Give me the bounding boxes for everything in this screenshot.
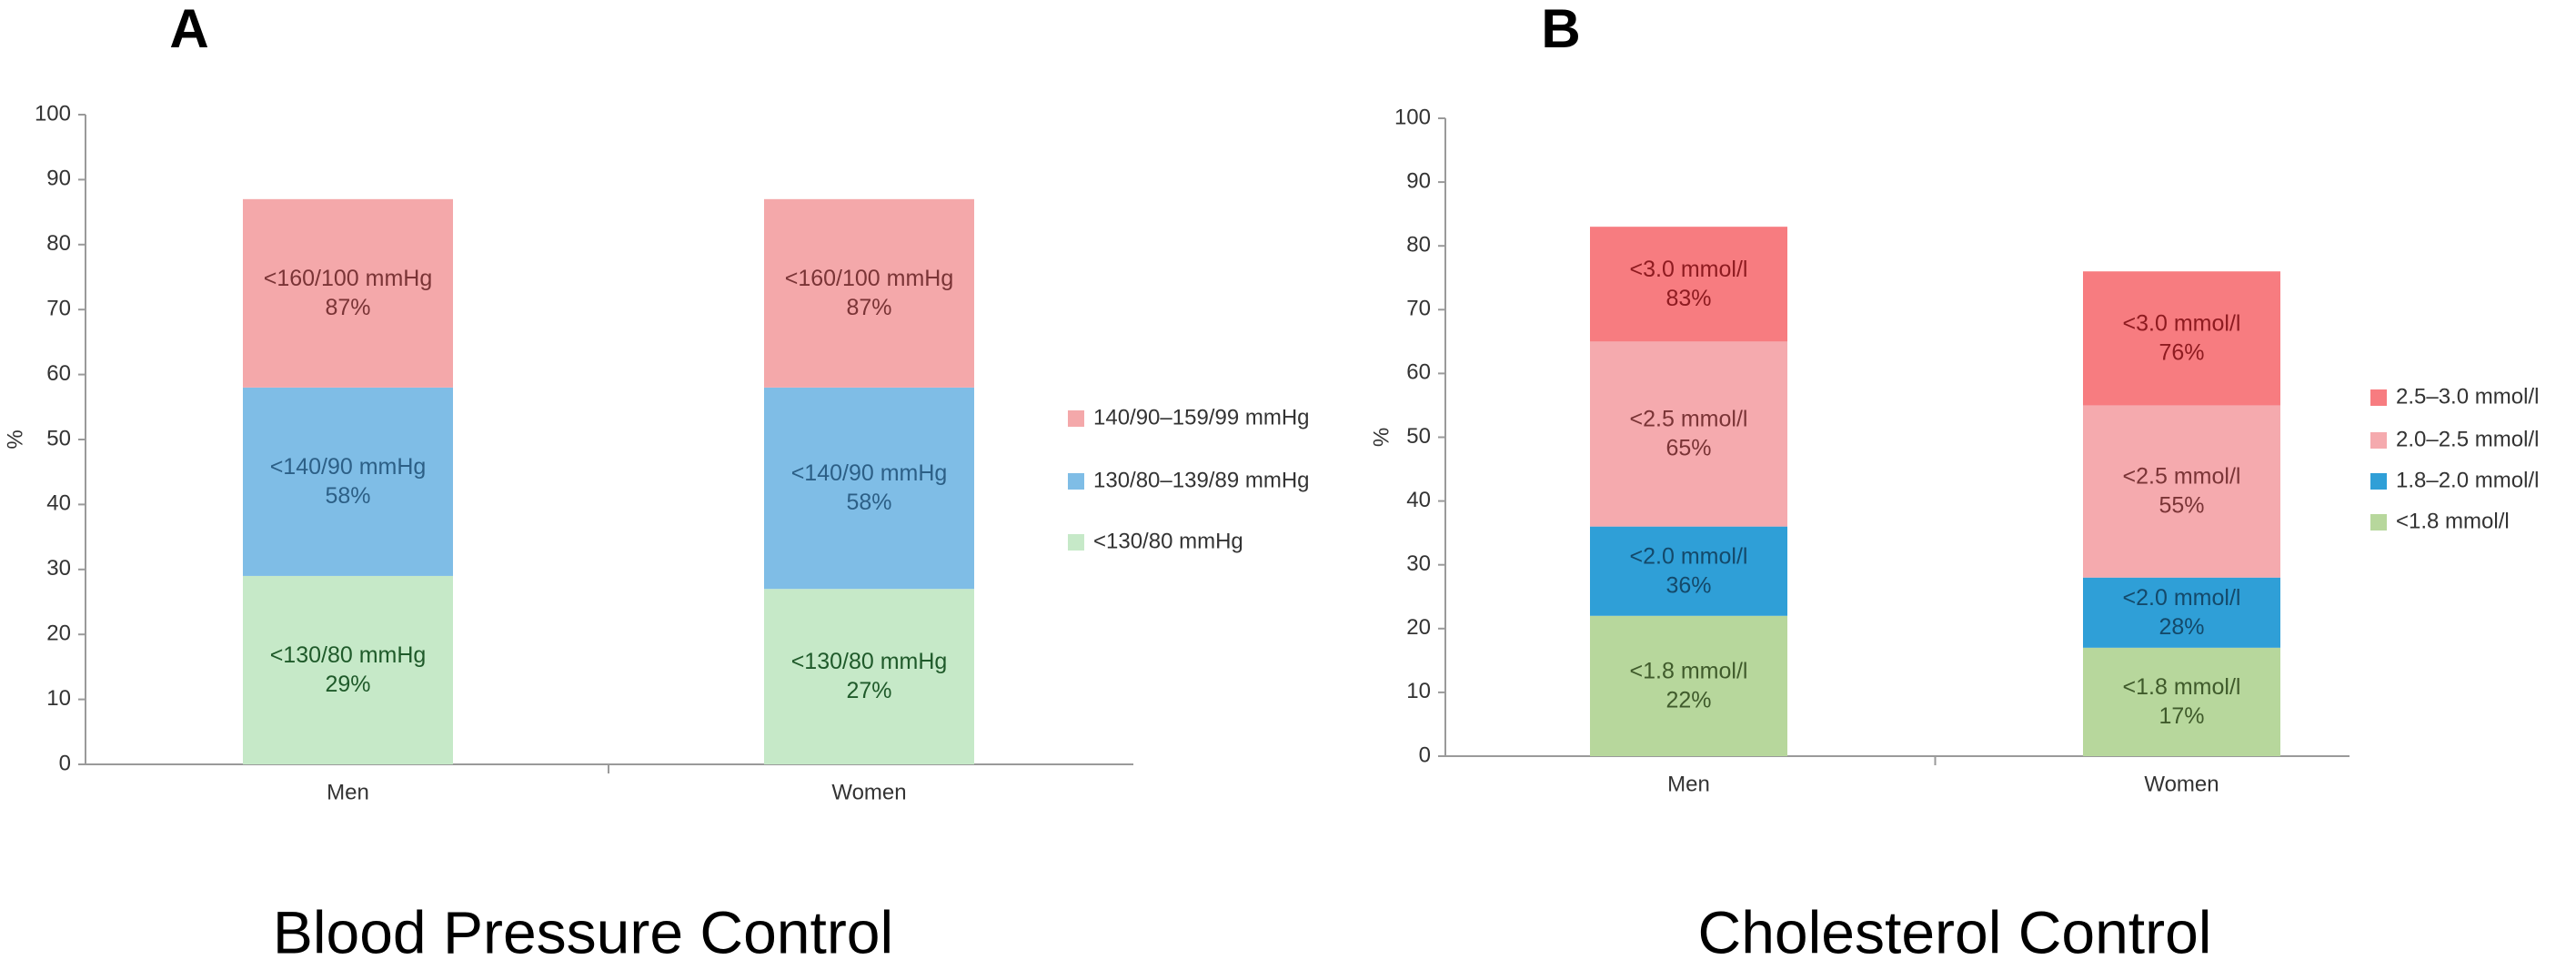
segment-title: <130/80 mmHg — [270, 642, 427, 668]
segment-title: <1.8 mmol/l — [1630, 658, 1748, 683]
x-tick-label: Men — [1667, 772, 1710, 796]
segment-label: 65% — [1665, 436, 1711, 461]
segment-title: <1.8 mmol/l — [2123, 674, 2241, 700]
y-tick-label: 40 — [1406, 488, 1431, 512]
legend-label: <1.8 mmol/l — [2396, 509, 2510, 533]
y-tick-label: 10 — [1406, 679, 1431, 703]
segment-label: 58% — [846, 490, 891, 515]
bar-segment — [1590, 615, 1787, 756]
bar-segment — [1590, 341, 1787, 527]
segment-label: 58% — [325, 483, 370, 509]
y-tick-label: 20 — [1406, 615, 1431, 640]
legend-label: 2.0–2.5 mmol/l — [2396, 427, 2539, 451]
legend-swatch — [2370, 432, 2387, 449]
legend-label: 1.8–2.0 mmol/l — [2396, 468, 2539, 492]
segment-label: 28% — [2158, 614, 2204, 640]
segment-title: <2.0 mmol/l — [2123, 585, 2241, 611]
chart-title: Cholesterol Control — [1698, 898, 2212, 965]
y-axis-label: % — [1369, 428, 1394, 447]
segment-label: 36% — [1665, 572, 1711, 598]
bar-segment — [2083, 647, 2280, 756]
bar-segment — [764, 198, 974, 388]
segment-title: <160/100 mmHg — [785, 266, 954, 291]
panel-letter: B — [1541, 0, 1580, 59]
y-tick-label: 30 — [1406, 551, 1431, 576]
segment-title: <2.5 mmol/l — [2123, 464, 2241, 490]
bar-segment — [243, 198, 453, 388]
segment-label: 83% — [1665, 286, 1711, 311]
segment-label: 76% — [2158, 339, 2204, 365]
segment-label: 55% — [2158, 493, 2204, 519]
legend-label: <130/80 mmHg — [1093, 529, 1243, 553]
legend-swatch — [2370, 514, 2387, 530]
bar-segment — [2083, 577, 2280, 648]
legend-swatch — [1068, 410, 1084, 427]
y-tick-label: 60 — [46, 361, 71, 386]
segment-title: <140/90 mmHg — [270, 454, 427, 480]
y-tick-label: 30 — [46, 556, 71, 581]
segment-title: <160/100 mmHg — [264, 266, 433, 291]
y-tick-label: 50 — [1406, 424, 1431, 449]
y-tick-label: 50 — [46, 426, 71, 450]
y-tick-label: 20 — [46, 621, 71, 646]
bar-segment — [2083, 405, 2280, 578]
y-tick-label: 70 — [46, 297, 71, 321]
x-tick-label: Women — [831, 780, 906, 804]
y-tick-label: 0 — [1419, 743, 1431, 767]
y-tick-label: 40 — [46, 491, 71, 516]
segment-title: <2.5 mmol/l — [1630, 407, 1748, 432]
y-tick-label: 70 — [1406, 297, 1431, 321]
bar-segment — [243, 387, 453, 576]
y-tick-label: 90 — [1406, 168, 1431, 193]
segment-label: 22% — [1665, 687, 1711, 712]
y-tick-label: 80 — [1406, 233, 1431, 258]
bar-segment — [1590, 227, 1787, 342]
segment-label: 17% — [2158, 703, 2204, 729]
legend-label: 130/80–139/89 mmHg — [1093, 468, 1310, 492]
x-tick-label: Men — [327, 780, 369, 804]
y-tick-label: 0 — [59, 751, 71, 775]
y-tick-label: 100 — [1394, 105, 1431, 129]
segment-title: <130/80 mmHg — [791, 649, 948, 674]
x-tick-label: Women — [2144, 772, 2219, 796]
bar-segment — [243, 575, 453, 764]
legend-swatch — [1068, 473, 1084, 490]
segment-label: 87% — [846, 295, 891, 320]
bar-segment — [764, 387, 974, 590]
y-tick-label: 10 — [46, 686, 71, 711]
y-tick-label: 90 — [46, 167, 71, 191]
panel-letter: A — [169, 0, 208, 59]
segment-title: <140/90 mmHg — [791, 460, 948, 486]
legend-swatch — [1068, 534, 1084, 551]
y-tick-label: 100 — [35, 101, 71, 126]
segment-label: 27% — [846, 678, 891, 703]
segment-label: 87% — [325, 295, 370, 320]
legend-swatch — [2370, 389, 2387, 406]
segment-title: <2.0 mmol/l — [1630, 543, 1748, 569]
y-axis-label: % — [3, 429, 27, 449]
legend-label: 140/90–159/99 mmHg — [1093, 405, 1310, 429]
segment-title: <3.0 mmol/l — [1630, 257, 1748, 282]
bar-segment — [2083, 271, 2280, 406]
legend-swatch — [2370, 473, 2387, 490]
y-tick-label: 80 — [46, 231, 71, 256]
bar-segment — [1590, 526, 1787, 616]
legend-label: 2.5–3.0 mmol/l — [2396, 384, 2539, 409]
segment-label: 29% — [325, 672, 370, 697]
bar-segment — [764, 589, 974, 764]
y-tick-label: 60 — [1406, 360, 1431, 385]
chart-title: Blood Pressure Control — [273, 898, 893, 965]
segment-title: <3.0 mmol/l — [2123, 310, 2241, 336]
